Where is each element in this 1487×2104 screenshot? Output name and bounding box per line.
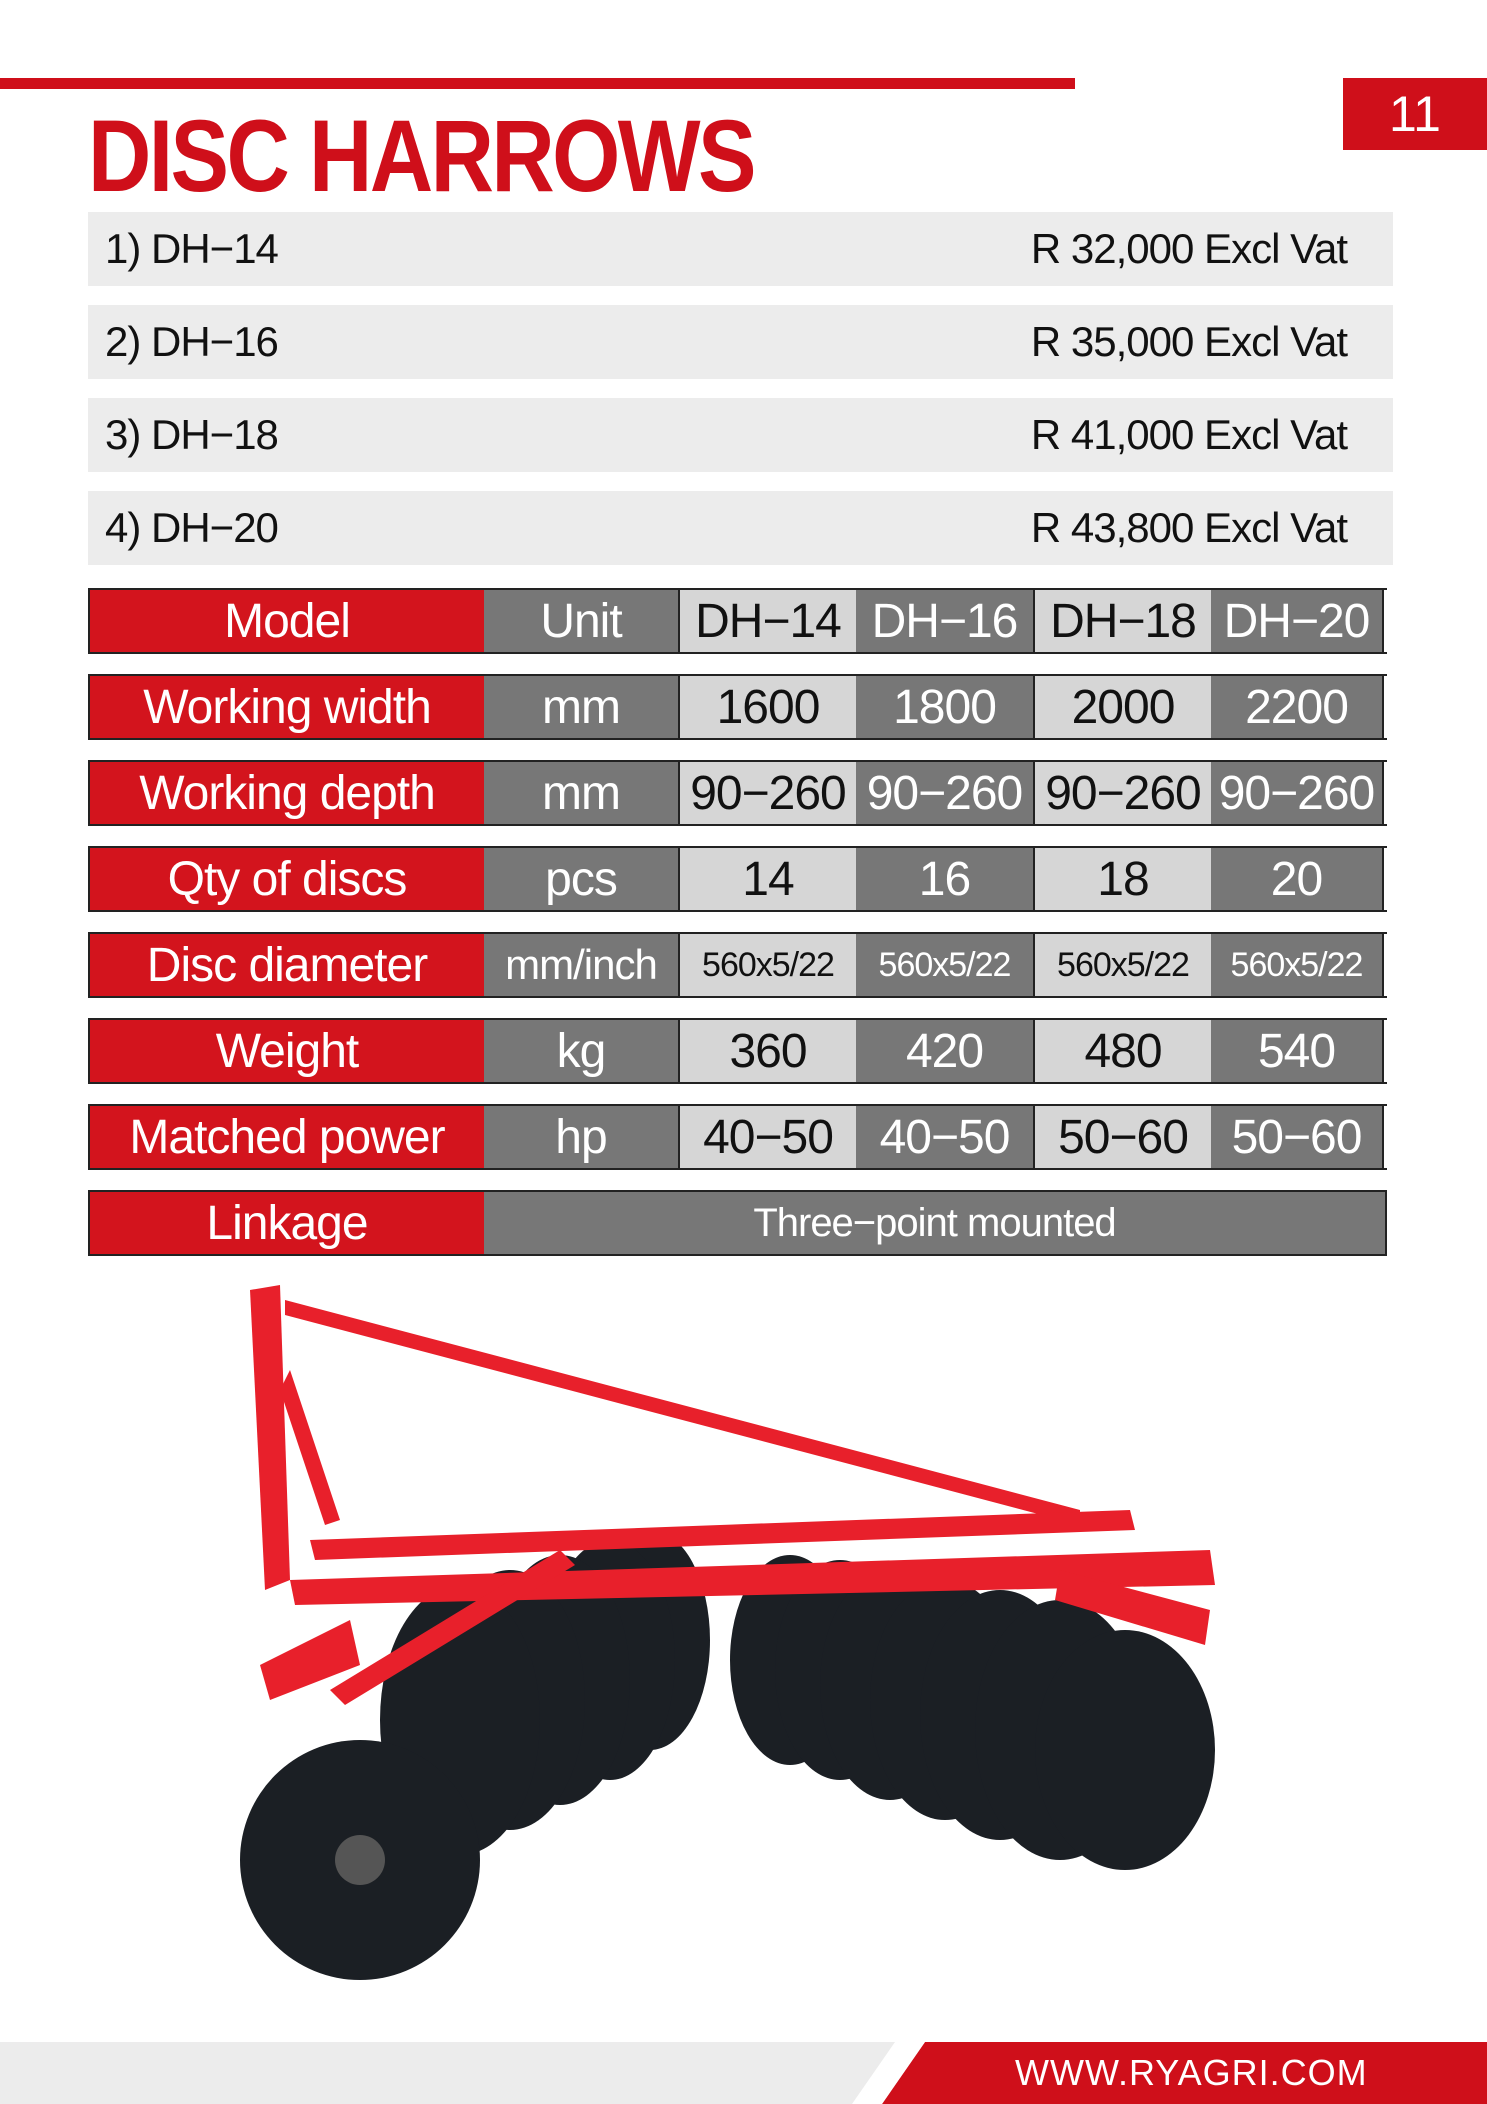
- spec-value: 90−260: [1211, 762, 1384, 824]
- top-accent-line: [0, 78, 1075, 89]
- model-name: 3) DH−18: [105, 411, 279, 458]
- disc-hub: [335, 1835, 385, 1885]
- spec-label: Weight: [88, 1020, 484, 1082]
- spec-label: Working width: [88, 676, 484, 738]
- spec-value: 20: [1211, 848, 1384, 910]
- spec-value: 1800: [856, 676, 1033, 738]
- spec-value: 14: [678, 848, 856, 910]
- spec-value: 90−260: [678, 762, 856, 824]
- spec-label: Disc diameter: [88, 934, 484, 996]
- disc-harrow-image: [240, 1285, 1215, 1980]
- front-disc-gang: [730, 1555, 1215, 1870]
- spec-value: 560x5/22: [1033, 934, 1211, 996]
- spec-value: Three−point mounted: [484, 1192, 1387, 1254]
- spec-unit: hp: [484, 1106, 678, 1168]
- price-row: 1) DH−14 R 32,000 Excl Vat: [88, 212, 1393, 286]
- spec-row: Working depth mm 90−260 90−260 90−260 90−260: [88, 760, 1387, 826]
- spec-unit: mm: [484, 676, 678, 738]
- spec-label: Working depth: [88, 762, 484, 824]
- footer-red-band: [882, 2042, 1487, 2104]
- spec-value: 480: [1033, 1020, 1211, 1082]
- spec-value: 50−60: [1033, 1106, 1211, 1168]
- spec-value: DH−18: [1033, 590, 1211, 652]
- spec-value: 50−60: [1211, 1106, 1384, 1168]
- spec-value: 560x5/22: [678, 934, 856, 996]
- spec-value: 360: [678, 1020, 856, 1082]
- page-number: 11: [1343, 78, 1487, 150]
- spec-row: Disc diameter mm/inch 560x5/22 560x5/22 560x…: [88, 932, 1387, 998]
- spec-value: 40−50: [678, 1106, 856, 1168]
- spec-header-row: Model Unit DH−14 DH−16 DH−18 DH−20: [88, 588, 1387, 654]
- spec-value: 560x5/22: [1211, 934, 1384, 996]
- spec-row: Working width mm 1600 1800 2000 2200: [88, 674, 1387, 740]
- spec-value: 1600: [678, 676, 856, 738]
- spec-value: DH−14: [678, 590, 856, 652]
- model-price: R 35,000 Excl Vat: [1030, 318, 1348, 365]
- spec-unit: mm/inch: [484, 934, 678, 996]
- spec-value: 40−50: [856, 1106, 1033, 1168]
- spec-unit: mm: [484, 762, 678, 824]
- model-price: R 43,800 Excl Vat: [1030, 504, 1348, 551]
- model-name: 2) DH−16: [105, 318, 279, 365]
- spec-value: DH−20: [1211, 590, 1384, 652]
- spec-label: Model: [88, 590, 484, 652]
- spec-value: 2000: [1033, 676, 1211, 738]
- spec-value: DH−16: [856, 590, 1033, 652]
- spec-value: 16: [856, 848, 1033, 910]
- spec-value: 90−260: [1033, 762, 1211, 824]
- spec-value: 540: [1211, 1020, 1384, 1082]
- price-row: 2) DH−16 R 35,000 Excl Vat: [88, 305, 1393, 379]
- model-name: 1) DH−14: [105, 225, 279, 272]
- spec-unit: kg: [484, 1020, 678, 1082]
- spec-row: Matched power hp 40−50 40−50 50−60 50−60: [88, 1104, 1387, 1170]
- website-link[interactable]: WWW.RYAGRI.COM: [1015, 2052, 1368, 2093]
- spec-value: 2200: [1211, 676, 1384, 738]
- spec-row: Qty of discs pcs 14 16 18 20: [88, 846, 1387, 912]
- spec-label: Matched power: [88, 1106, 484, 1168]
- price-row: 3) DH−18 R 41,000 Excl Vat: [88, 398, 1393, 472]
- spec-value: 560x5/22: [856, 934, 1033, 996]
- spec-row-linkage: Linkage Three−point mounted: [88, 1190, 1387, 1256]
- model-price: R 32,000 Excl Vat: [1030, 225, 1348, 272]
- spec-unit: pcs: [484, 848, 678, 910]
- spec-label: Linkage: [88, 1192, 484, 1254]
- model-name: 4) DH−20: [105, 504, 279, 551]
- spec-row: Weight kg 360 420 480 540: [88, 1018, 1387, 1084]
- spec-value: 420: [856, 1020, 1033, 1082]
- spec-label: Qty of discs: [88, 848, 484, 910]
- price-row: 4) DH−20 R 43,800 Excl Vat: [88, 491, 1393, 565]
- spec-value: 18: [1033, 848, 1211, 910]
- spec-unit: Unit: [484, 590, 678, 652]
- page-title: DISC HARROWS: [88, 99, 757, 213]
- model-price: R 41,000 Excl Vat: [1030, 411, 1348, 458]
- spec-value: 90−260: [856, 762, 1033, 824]
